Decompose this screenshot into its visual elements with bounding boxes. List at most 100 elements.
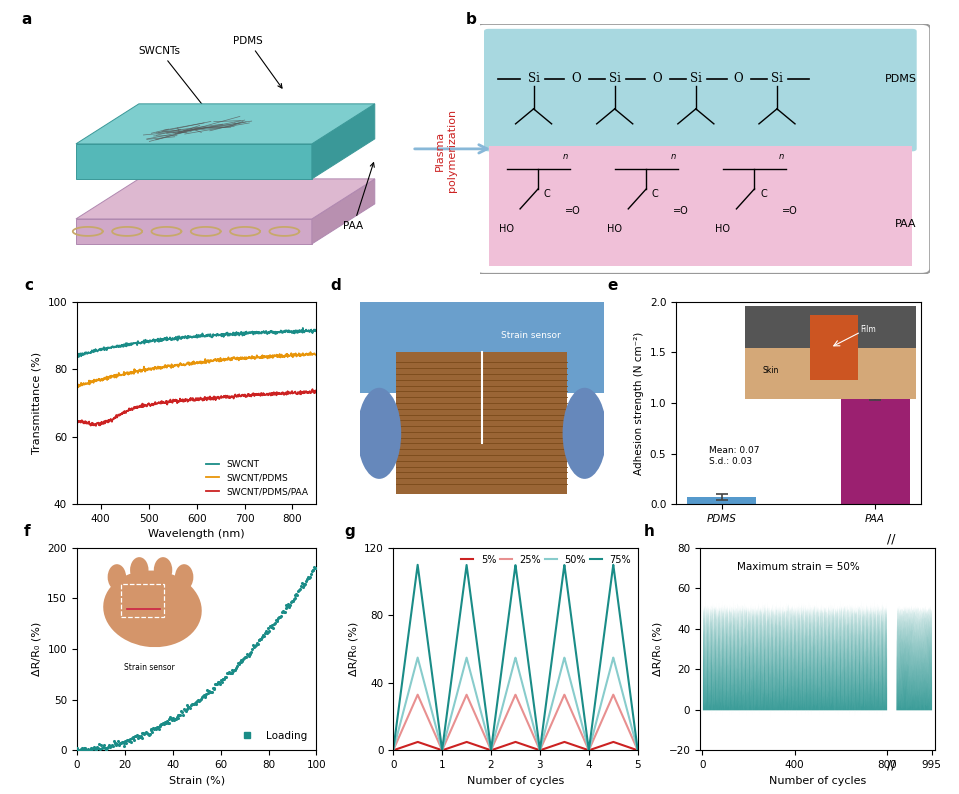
Point [156, 718, 172, 730]
Text: c: c [24, 278, 33, 292]
Point [283, 596, 298, 608]
Point [206, 683, 222, 696]
Point [137, 727, 152, 739]
SWCNT/PDMS/PAA [90, 421, 102, 430]
Point [106, 737, 122, 750]
Point [152, 719, 168, 732]
50% [625, 719, 637, 728]
SWCNT/PDMS/PAA [71, 414, 82, 424]
Point [257, 627, 272, 640]
Point [139, 727, 154, 739]
25% [580, 739, 592, 749]
SWCNT/PDMS [72, 383, 83, 392]
Point [181, 700, 197, 713]
75% [400, 651, 411, 661]
25% [625, 730, 637, 739]
Bar [396, 353, 568, 494]
50% [506, 665, 518, 675]
SWCNT [252, 327, 264, 337]
Point [188, 698, 203, 711]
5% [632, 746, 643, 755]
Point [91, 742, 106, 755]
50% [580, 734, 592, 744]
Point [154, 718, 170, 730]
Point [174, 705, 189, 718]
Point [175, 708, 191, 721]
Point [186, 697, 201, 710]
5% [580, 745, 592, 754]
Point [260, 626, 275, 638]
Point [101, 741, 116, 754]
SWCNT [231, 329, 243, 338]
Point [125, 732, 140, 745]
Point [276, 606, 292, 619]
Point [165, 711, 180, 724]
5% [506, 738, 518, 748]
Point [212, 677, 227, 690]
Point [148, 722, 163, 734]
Point [216, 673, 231, 686]
Point [305, 564, 320, 576]
Point [166, 713, 181, 726]
X-axis label: Number of cycles: Number of cycles [769, 776, 866, 785]
Point [103, 740, 118, 753]
25% [387, 746, 399, 755]
Point [285, 595, 300, 607]
Point [223, 666, 239, 679]
Line: 5%: 5% [393, 742, 638, 750]
Point [240, 649, 255, 661]
Point [80, 742, 95, 755]
Point [246, 639, 261, 652]
SWCNT/PDMS [213, 354, 224, 364]
Point [88, 743, 104, 756]
Point [182, 702, 198, 715]
Point [208, 678, 223, 691]
Point [146, 721, 161, 734]
Point [79, 744, 94, 757]
Point [142, 727, 157, 740]
25% [500, 712, 511, 722]
X-axis label: Number of cycles: Number of cycles [467, 776, 564, 785]
Point [296, 578, 312, 591]
Point [247, 640, 263, 653]
Point [220, 667, 235, 680]
Text: HO: HO [499, 224, 514, 234]
Point [159, 715, 175, 727]
Point [255, 629, 270, 642]
Ellipse shape [563, 387, 607, 479]
Point [110, 734, 126, 747]
Point [121, 733, 136, 746]
Point [245, 643, 260, 656]
Point [203, 685, 219, 698]
Point [301, 571, 316, 584]
Point [289, 588, 304, 600]
25% [506, 697, 518, 707]
Point [184, 698, 199, 711]
Point [78, 744, 93, 757]
Point [82, 743, 98, 756]
Point [105, 734, 121, 747]
Point [147, 723, 162, 736]
Point [262, 625, 277, 638]
Point [224, 664, 240, 676]
50% [412, 653, 424, 662]
Point [238, 651, 253, 664]
Point [97, 742, 112, 754]
Point [105, 738, 120, 751]
Polygon shape [76, 179, 375, 219]
Point [201, 684, 217, 697]
75% [625, 692, 637, 701]
Point [152, 719, 167, 731]
Point [82, 744, 97, 757]
Point [273, 610, 289, 622]
Point [296, 579, 312, 592]
25% [625, 730, 637, 739]
Legend: SWCNT, SWCNT/PDMS, SWCNT/PDMS/PAA: SWCNT, SWCNT/PDMS, SWCNT/PDMS/PAA [202, 457, 312, 499]
Point [107, 737, 123, 750]
Point [194, 693, 209, 706]
Point [173, 708, 188, 721]
Polygon shape [312, 104, 375, 179]
SWCNT/PDMS/PAA [231, 391, 243, 400]
Text: Maximum strain = 50%: Maximum strain = 50% [737, 562, 860, 572]
Point [162, 717, 177, 730]
